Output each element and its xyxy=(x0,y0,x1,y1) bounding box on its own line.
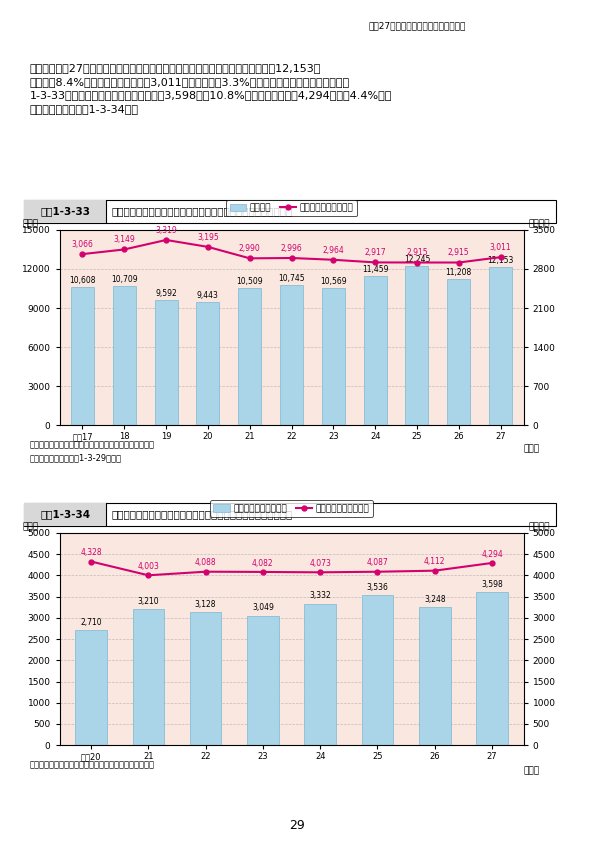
Text: （年）: （年） xyxy=(524,766,540,775)
Text: 2,915: 2,915 xyxy=(406,248,428,258)
Legend: 成約戸数, 成約平均価格（右軸）: 成約戸数, 成約平均価格（右軸） xyxy=(226,200,357,216)
Text: 第１章: 第１章 xyxy=(552,16,567,24)
Text: 動: 動 xyxy=(566,431,572,441)
Text: 3,195: 3,195 xyxy=(197,233,219,242)
Text: 3,319: 3,319 xyxy=(155,226,177,235)
Text: 土: 土 xyxy=(566,313,572,323)
Text: （戸）: （戸） xyxy=(23,522,39,530)
Text: 10,569: 10,569 xyxy=(320,277,347,285)
Text: 資料：（公財）東日本不動産流通機構公表資料より作成: 資料：（公財）東日本不動産流通機構公表資料より作成 xyxy=(30,440,155,450)
Text: 4,003: 4,003 xyxy=(137,562,159,571)
FancyBboxPatch shape xyxy=(24,503,556,526)
Text: る: る xyxy=(566,412,572,421)
Text: 2,996: 2,996 xyxy=(281,244,302,253)
Text: 3,248: 3,248 xyxy=(424,595,446,604)
Text: 3,128: 3,128 xyxy=(195,600,217,609)
Text: 首都圏における中古戸建住宅の成約戸数及び成約平均価格の推移: 首都圏における中古戸建住宅の成約戸数及び成約平均価格の推移 xyxy=(112,206,293,216)
Text: 9,443: 9,443 xyxy=(197,291,219,301)
Text: 2,710: 2,710 xyxy=(80,618,102,626)
Text: 3,332: 3,332 xyxy=(309,591,331,600)
Text: 2,964: 2,964 xyxy=(322,246,345,255)
Text: 2,917: 2,917 xyxy=(364,248,386,258)
Text: （万円）: （万円） xyxy=(528,219,550,228)
Text: 9,592: 9,592 xyxy=(155,290,177,298)
Text: 平成27年度の地価・土地取引等の動向: 平成27年度の地価・土地取引等の動向 xyxy=(369,21,466,30)
FancyBboxPatch shape xyxy=(24,200,556,223)
Bar xyxy=(305,604,336,745)
Text: 図表1-3-33: 図表1-3-33 xyxy=(40,206,90,216)
Text: 4,112: 4,112 xyxy=(424,557,446,567)
Text: 12,153: 12,153 xyxy=(487,256,514,265)
Text: 4,073: 4,073 xyxy=(309,559,331,568)
Bar xyxy=(71,287,94,425)
Text: 3,049: 3,049 xyxy=(252,604,274,612)
Text: 資料：（公財）東日本不動産流通機構公表資料より作成: 資料：（公財）東日本不動産流通機構公表資料より作成 xyxy=(30,760,155,770)
Text: 東京都における中古戸建住宅の成約戸数及び成約平均価格の推移: 東京都における中古戸建住宅の成約戸数及び成約平均価格の推移 xyxy=(112,509,293,520)
Text: 11,208: 11,208 xyxy=(446,269,472,277)
Text: 4,294: 4,294 xyxy=(481,550,503,559)
Text: 3,066: 3,066 xyxy=(71,240,93,249)
Text: 4,082: 4,082 xyxy=(252,559,274,568)
Bar xyxy=(362,595,393,745)
Bar xyxy=(133,609,164,745)
Text: 3,210: 3,210 xyxy=(137,596,159,605)
Bar xyxy=(489,267,512,425)
Text: （万円）: （万円） xyxy=(528,522,550,530)
Legend: 中古戸建住宅成約戸数, 成約平均価格（右軸）: 中古戸建住宅成約戸数, 成約平均価格（右軸） xyxy=(210,500,373,517)
FancyBboxPatch shape xyxy=(24,200,107,223)
Bar xyxy=(322,288,345,425)
Text: す: す xyxy=(566,392,572,402)
Bar xyxy=(364,276,387,425)
Text: 10,509: 10,509 xyxy=(236,277,263,286)
Text: 4,088: 4,088 xyxy=(195,558,217,568)
Text: 3,011: 3,011 xyxy=(490,243,512,252)
Text: 2,990: 2,990 xyxy=(239,244,261,253)
Text: 1-3-33）。東京都に限っても成約戸数が3,598戸（10.8%増）、成約価格が4,294万円（4.4%増）: 1-3-33）。東京都に限っても成約戸数が3,598戸（10.8%増）、成約価格… xyxy=(30,90,392,100)
Text: となっている（図表1-3-34）。: となっている（図表1-3-34）。 xyxy=(30,104,139,114)
FancyBboxPatch shape xyxy=(24,503,107,526)
Text: 10,608: 10,608 xyxy=(69,276,96,285)
Text: 地: 地 xyxy=(566,333,572,343)
Bar xyxy=(477,593,508,745)
Text: 10,709: 10,709 xyxy=(111,274,137,284)
Text: 29: 29 xyxy=(290,819,305,832)
Text: 3,536: 3,536 xyxy=(367,583,389,592)
Bar xyxy=(190,612,221,745)
Text: 注：首都圏は、図表1-3-29に同じ: 注：首都圏は、図表1-3-29に同じ xyxy=(30,453,122,462)
Text: 11,459: 11,459 xyxy=(362,265,389,274)
Bar xyxy=(196,302,220,425)
Text: 10,745: 10,745 xyxy=(278,274,305,283)
Text: 3,149: 3,149 xyxy=(114,236,135,244)
Text: 2,915: 2,915 xyxy=(448,248,469,258)
Bar xyxy=(75,630,107,745)
Text: 3,598: 3,598 xyxy=(481,580,503,589)
Bar xyxy=(419,607,450,745)
Text: 向: 向 xyxy=(566,450,572,461)
Text: （年）: （年） xyxy=(524,445,540,454)
Bar xyxy=(280,285,303,425)
Bar xyxy=(447,280,470,425)
Text: （前年比8.4%増）、成約平均価格が3,011万円（前年比3.3%増）とともに上昇している（図表: （前年比8.4%増）、成約平均価格が3,011万円（前年比3.3%増）とともに上… xyxy=(30,77,350,87)
Bar xyxy=(113,285,136,425)
Bar xyxy=(247,616,278,745)
Bar xyxy=(155,301,178,425)
Text: また、平成27年の中古戸建住宅市場については、首都圏において、成約戸数が12,153件: また、平成27年の中古戸建住宅市場については、首都圏において、成約戸数が12,1… xyxy=(30,63,321,73)
Text: 図表1-3-34: 図表1-3-34 xyxy=(40,509,90,520)
Text: 12,245: 12,245 xyxy=(404,255,430,264)
Text: 関: 関 xyxy=(566,372,572,382)
Text: （戸）: （戸） xyxy=(23,219,39,228)
Bar xyxy=(238,288,261,425)
Text: 4,087: 4,087 xyxy=(367,558,389,568)
Bar xyxy=(405,266,428,425)
Text: 4,328: 4,328 xyxy=(80,548,102,557)
Text: に: に xyxy=(566,352,572,362)
